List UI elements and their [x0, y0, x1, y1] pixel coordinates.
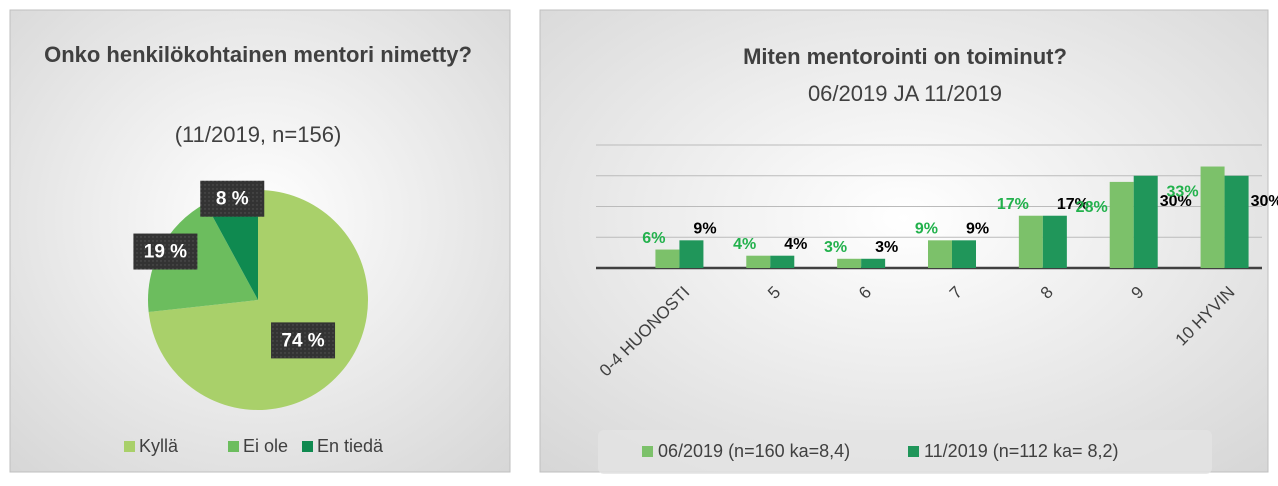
data-label: 9% — [966, 221, 989, 238]
bar — [861, 258, 886, 268]
pie-slice — [147, 203, 258, 312]
data-label: 9% — [915, 221, 938, 238]
chart-title: Onko henkilökohtainen mentori nimetty? — [44, 42, 472, 67]
legend-label: 11/2019 (n=112 ka= 8,2) — [924, 441, 1118, 461]
legend-swatch — [228, 441, 239, 452]
data-label: 9% — [693, 221, 716, 238]
bar — [1200, 166, 1225, 268]
legend-swatch — [908, 446, 919, 457]
data-label: 33% — [1167, 184, 1199, 201]
legend-swatch — [642, 446, 653, 457]
bar — [655, 249, 680, 268]
data-label: 30% — [1160, 193, 1192, 210]
label-box — [200, 180, 265, 217]
bar — [928, 240, 952, 268]
legend-label: 06/2019 (n=160 ka=8,4) — [658, 441, 850, 461]
data-label: 6% — [642, 230, 665, 247]
data-label: 3% — [824, 239, 847, 256]
bar — [679, 240, 704, 268]
data-label: 17% — [997, 196, 1029, 213]
data-label: 4% — [733, 236, 756, 253]
chart-subtitle: 06/2019 JA 11/2019 — [808, 81, 1002, 106]
bar — [1133, 175, 1158, 268]
data-label: 4% — [784, 236, 807, 253]
legend-box — [598, 430, 1212, 474]
pie-slice — [205, 190, 258, 300]
legend-swatch — [302, 441, 313, 452]
bar — [952, 240, 976, 268]
data-label: 8 % — [216, 189, 249, 210]
legend-label: Kyllä — [139, 436, 179, 456]
data-label: 30% — [1251, 193, 1278, 210]
legend-swatch — [124, 441, 135, 452]
data-label: 74 % — [281, 330, 324, 351]
bar — [1042, 215, 1067, 268]
bar — [746, 255, 771, 268]
chart-subtitle: (11/2019, n=156) — [175, 122, 342, 147]
legend-label: Ei ole — [243, 436, 288, 456]
chart-title: Miten mentorointi on toiminut? — [743, 44, 1067, 69]
bar — [1018, 215, 1043, 268]
legend-label: En tiedä — [317, 436, 384, 456]
bar — [770, 255, 795, 268]
data-label: 3% — [875, 239, 898, 256]
label-box — [133, 233, 198, 270]
bar — [837, 258, 862, 268]
data-label: 19 % — [144, 242, 187, 263]
data-label: 28% — [1076, 199, 1108, 216]
label-box — [271, 322, 336, 359]
data-label: 17% — [1057, 196, 1089, 213]
bar — [1224, 175, 1249, 268]
bar — [1109, 181, 1134, 268]
